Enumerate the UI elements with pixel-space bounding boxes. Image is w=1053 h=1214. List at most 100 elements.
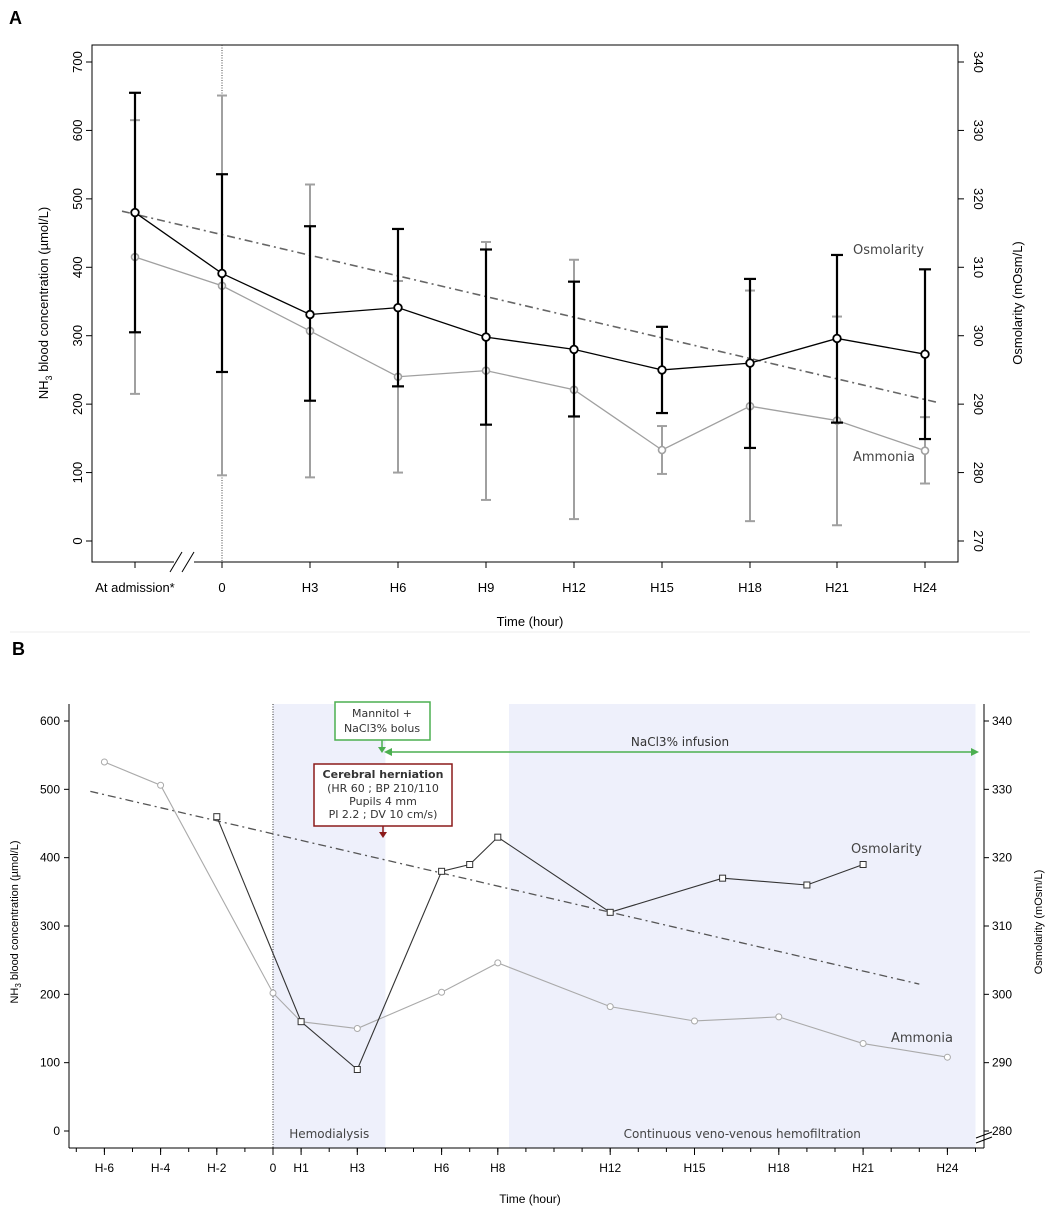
y-tick-label-right-a: 300 — [971, 325, 986, 347]
x-tick-label-a: H15 — [650, 580, 674, 595]
x-tick-label-a: H18 — [738, 580, 762, 595]
herniation-box — [313, 763, 453, 827]
x-tick-label-b: 0 — [270, 1161, 277, 1175]
ammonia-point-a — [920, 446, 930, 455]
bolus-label-line1: Mannitol + — [352, 707, 412, 720]
x-tick-label-b: H-6 — [95, 1161, 115, 1175]
ammonia-annotation-b: Ammonia — [891, 1031, 953, 1046]
y-axis-title-left-b: NH3 blood concentration (µmol/L) — [9, 840, 23, 1003]
hemodialysis-label: Hemodialysis — [289, 1127, 369, 1141]
axis-break-mark-b — [975, 1131, 993, 1139]
osmolarity-annotation-a: Osmolarity — [853, 243, 924, 258]
x-tick-label-a: 0 — [218, 580, 225, 595]
y-axis-title-right-b: Osmolarity (mOsm/L) — [1033, 870, 1045, 975]
osmolarity-point-b — [466, 861, 474, 868]
osmolarity-point-b — [213, 813, 221, 821]
axis-break-mark — [181, 551, 195, 573]
y-tick-label-right-a: 290 — [971, 393, 986, 415]
osmolarity-annotation-b: Osmolarity — [851, 842, 922, 857]
x-tick-label-a: H12 — [562, 580, 586, 595]
y-tick-label-right-b: 340 — [992, 714, 1012, 728]
y-tick-label-left-a: 200 — [70, 393, 85, 415]
y-tick-label-right-b: 330 — [992, 782, 1012, 796]
y-tick-label-left-b: 100 — [40, 1056, 60, 1070]
ammonia-point-b — [606, 1003, 614, 1011]
osmolarity-point-b — [438, 867, 446, 875]
osmolarity-line-a — [134, 212, 926, 371]
x-axis-title-b: Time (hour) — [499, 1192, 561, 1206]
bolus-label-line2: NaCl3% bolus — [344, 722, 420, 735]
y-tick-label-right-b: 320 — [992, 851, 1012, 865]
x-tick-label-b: H1 — [293, 1161, 309, 1175]
ammonia-line-b — [104, 761, 948, 1058]
x-tick-label-b: H21 — [852, 1161, 874, 1175]
y-axis-title-right-a: Osmolarity (mOsm/L) — [1010, 241, 1025, 365]
osmolarity-point-a — [481, 332, 491, 342]
osmolarity-line-b — [216, 816, 864, 1071]
herniation-line2: Pupils 4 mm — [349, 795, 417, 808]
y-tick-label-left-b: 200 — [40, 987, 60, 1001]
y-tick-label-right-a: 310 — [971, 256, 986, 278]
ammonia-point-b — [691, 1017, 698, 1025]
infusion-arrow-right-icon — [971, 748, 979, 756]
y-tick-label-left-a: 300 — [70, 325, 85, 347]
axis-break-mark — [169, 551, 183, 573]
osmolarity-trend-b — [90, 790, 920, 985]
ammonia-point-b — [353, 1025, 361, 1032]
osmolarity-point-b — [803, 881, 811, 889]
x-tick-label-b: H12 — [599, 1161, 621, 1175]
herniation-title: Cerebral herniation — [323, 768, 444, 781]
herniation-line1: (HR 60 ; BP 210/110 — [327, 782, 439, 795]
y-tick-label-right-a: 320 — [971, 188, 986, 210]
y-tick-label-left-b: 600 — [40, 714, 60, 728]
axis-break-gap — [174, 556, 194, 568]
x-tick-label-b: H24 — [936, 1161, 958, 1175]
x-tick-label-b: H-2 — [207, 1161, 227, 1175]
treatment-regions: Hemodialysis Continuous veno-venous hemof… — [273, 704, 976, 1148]
y-tick-label-right-b: 300 — [992, 987, 1012, 1001]
x-tick-label-b: H18 — [768, 1161, 790, 1175]
ammonia-point-b — [438, 988, 446, 996]
y-tick-label-right-a: 280 — [971, 462, 986, 484]
osmolarity-point-a — [217, 268, 227, 279]
osmolarity-point-a — [832, 333, 842, 344]
ammonia-annotation-a: Ammonia — [853, 450, 915, 465]
y-tick-label-left-b: 0 — [53, 1124, 60, 1138]
hemofiltration-region — [509, 704, 976, 1148]
y-axis-title-left-a: NH3 blood concentration (µmol/L) — [36, 207, 54, 399]
x-tick-label-a: H24 — [913, 580, 937, 595]
x-tick-label-a: H9 — [478, 580, 495, 595]
ammonia-point-b — [775, 1013, 783, 1021]
hemofiltration-label: Continuous veno-venous hemofiltration — [624, 1127, 861, 1141]
x-tick-label-b: H-4 — [151, 1161, 171, 1175]
x-tick-label-b: H15 — [683, 1161, 705, 1175]
x-tick-label-a: H6 — [390, 580, 407, 595]
osmolarity-point-b — [353, 1066, 361, 1073]
y-tick-label-left-b: 300 — [40, 919, 60, 933]
panel-a-label: A — [9, 8, 22, 28]
osmolarity-point-a — [393, 302, 403, 313]
herniation-arrow-icon — [379, 832, 387, 838]
osmolarity-point-a — [305, 309, 315, 320]
y-tick-label-right-b: 310 — [992, 919, 1012, 933]
osmolarity-point-b — [859, 861, 867, 868]
panel-b: B Hemodialysis Continuous veno-venous hem… — [9, 639, 1045, 1206]
infusion-arrow-left-icon — [384, 748, 392, 756]
y-tick-label-left-b: 500 — [40, 782, 60, 796]
ammonia-point-b — [859, 1040, 867, 1048]
y-tick-label-left-a: 400 — [70, 256, 85, 278]
x-tick-label-b: H8 — [490, 1161, 506, 1175]
y-tick-label-right-a: 330 — [971, 120, 986, 142]
osmolarity-point-b — [494, 833, 502, 841]
ammonia-line-a — [134, 256, 926, 452]
x-tick-label-b: H3 — [350, 1161, 366, 1175]
osmolarity-trend-a — [121, 210, 937, 403]
y-tick-label-left-a: 100 — [70, 462, 85, 484]
y-tick-label-left-a: 600 — [70, 120, 85, 142]
x-axis-title-a: Time (hour) — [497, 614, 564, 629]
y-tick-label-right-b: 280 — [992, 1124, 1012, 1138]
osmolarity-point-b — [297, 1018, 305, 1026]
osmolarity-point-a — [920, 349, 930, 359]
y-tick-label-right-b: 290 — [992, 1056, 1012, 1070]
y-tick-label-right-a: 270 — [971, 530, 986, 552]
